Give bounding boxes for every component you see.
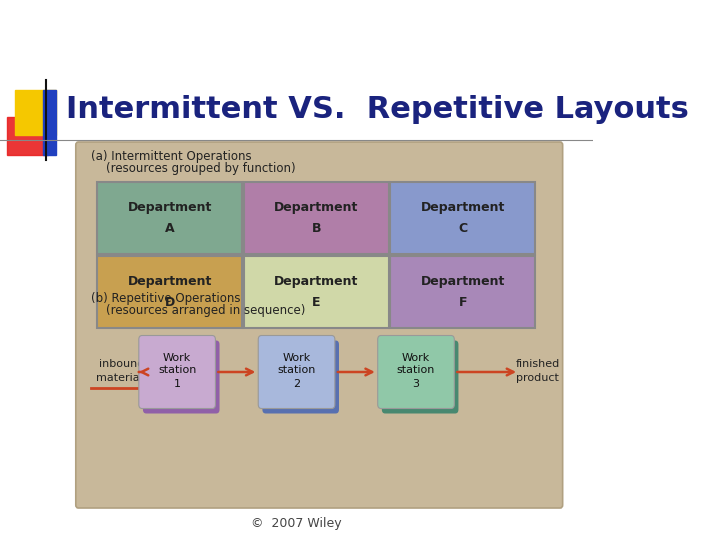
Bar xyxy=(244,256,389,328)
Text: station: station xyxy=(397,365,435,375)
Text: Department: Department xyxy=(127,201,212,214)
Bar xyxy=(390,256,536,328)
Text: (b) Repetitive Operations: (b) Repetitive Operations xyxy=(91,292,240,305)
FancyBboxPatch shape xyxy=(139,335,215,408)
Text: F: F xyxy=(459,295,467,308)
Text: ©  2007 Wiley: © 2007 Wiley xyxy=(251,517,342,530)
Text: inbound: inbound xyxy=(99,359,145,369)
Text: (resources grouped by function): (resources grouped by function) xyxy=(91,162,295,175)
Bar xyxy=(15,90,56,135)
Text: station: station xyxy=(158,365,197,375)
Text: 2: 2 xyxy=(293,379,300,389)
Text: materials: materials xyxy=(96,373,148,383)
Bar xyxy=(97,182,242,254)
Bar xyxy=(6,117,48,155)
FancyBboxPatch shape xyxy=(378,335,454,408)
Text: D: D xyxy=(165,295,175,308)
Text: Work: Work xyxy=(282,353,311,363)
Text: finished: finished xyxy=(516,359,560,369)
Text: 3: 3 xyxy=(413,379,420,389)
Text: Department: Department xyxy=(274,201,359,214)
Text: Intermittent VS.  Repetitive Layouts: Intermittent VS. Repetitive Layouts xyxy=(66,96,689,125)
FancyBboxPatch shape xyxy=(258,335,335,408)
FancyBboxPatch shape xyxy=(143,341,220,414)
Bar xyxy=(97,256,242,328)
FancyBboxPatch shape xyxy=(262,341,339,414)
FancyBboxPatch shape xyxy=(76,142,562,508)
Text: Department: Department xyxy=(127,275,212,288)
Text: 1: 1 xyxy=(174,379,181,389)
Text: (resources arranged in sequence): (resources arranged in sequence) xyxy=(91,304,305,317)
Bar xyxy=(390,182,536,254)
Bar xyxy=(244,182,389,254)
Text: A: A xyxy=(165,221,174,234)
Text: Department: Department xyxy=(274,275,359,288)
Text: C: C xyxy=(459,221,467,234)
Text: B: B xyxy=(312,221,321,234)
Text: product: product xyxy=(516,373,559,383)
Text: station: station xyxy=(277,365,316,375)
Bar xyxy=(42,90,56,155)
Text: Department: Department xyxy=(420,201,505,214)
Text: E: E xyxy=(312,295,320,308)
Text: Department: Department xyxy=(420,275,505,288)
Text: Work: Work xyxy=(163,353,192,363)
Text: Work: Work xyxy=(402,353,430,363)
Text: (a) Intermittent Operations: (a) Intermittent Operations xyxy=(91,150,251,163)
FancyBboxPatch shape xyxy=(382,341,459,414)
